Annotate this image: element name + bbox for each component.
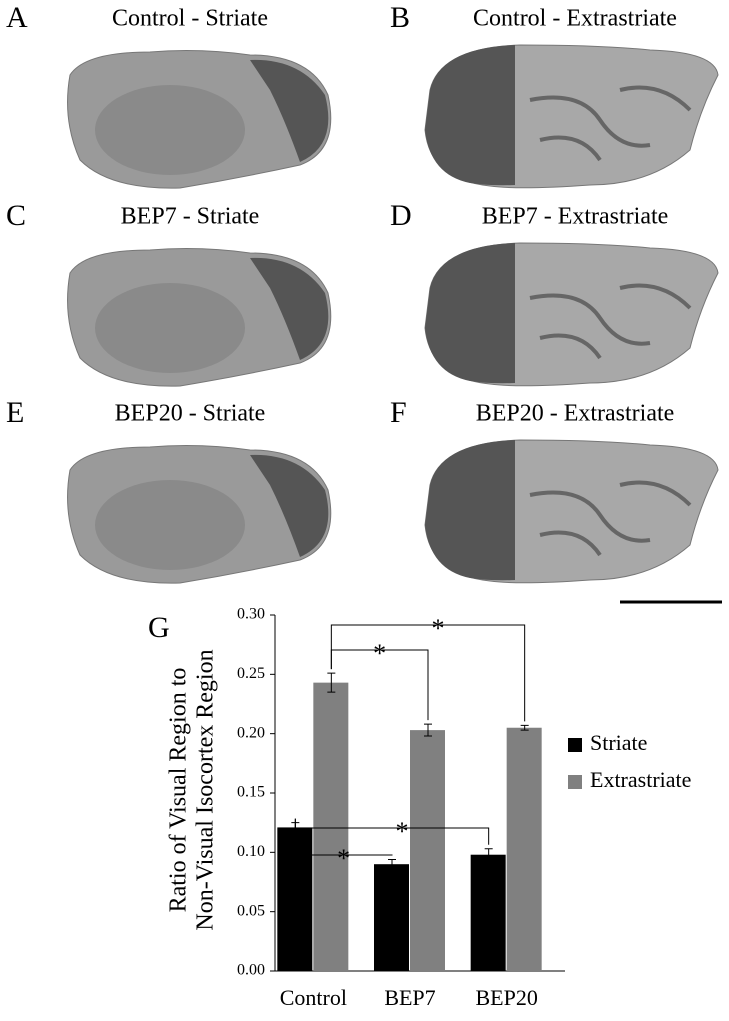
y-tick-label: 0.25 bbox=[237, 665, 265, 682]
x-tick-label: BEP7 bbox=[384, 985, 435, 1010]
brain-medial bbox=[95, 283, 245, 373]
striate-region bbox=[250, 454, 329, 557]
significance-star: * bbox=[373, 639, 386, 668]
extrastriate-region bbox=[425, 440, 515, 581]
y-tick-label: 0.05 bbox=[237, 902, 265, 919]
sulci bbox=[529, 85, 692, 162]
bar bbox=[374, 864, 409, 971]
brain-image bbox=[67, 50, 332, 189]
panel-letter: B bbox=[390, 1, 410, 34]
panel-title: BEP7 - Extrastriate bbox=[482, 204, 669, 230]
panel-title: BEP7 - Striate bbox=[121, 204, 260, 230]
brain-medial bbox=[95, 480, 245, 570]
significance-star: * bbox=[337, 844, 350, 873]
x-tick-label: BEP20 bbox=[475, 985, 537, 1010]
panel-letter: G bbox=[148, 611, 170, 644]
sulci bbox=[529, 283, 692, 360]
brain-image bbox=[67, 445, 332, 584]
sulci bbox=[529, 480, 692, 557]
bar bbox=[470, 854, 506, 971]
legend-swatch bbox=[568, 738, 582, 752]
brain-image bbox=[424, 44, 719, 189]
brain-medial bbox=[95, 85, 245, 175]
bar bbox=[313, 682, 349, 971]
error-bar bbox=[388, 858, 396, 870]
significance-bracket bbox=[330, 649, 429, 721]
panel-letter: F bbox=[390, 396, 407, 429]
y-tick-label: 0.20 bbox=[237, 724, 265, 741]
panel-title: Control - Extrastriate bbox=[473, 6, 677, 32]
error-bar bbox=[327, 672, 336, 693]
panel-letter: E bbox=[6, 396, 24, 429]
panel-title: BEP20 - Striate bbox=[115, 401, 266, 427]
legend-label: Extrastriate bbox=[590, 767, 691, 792]
x-tick-label: Control bbox=[280, 985, 347, 1010]
y-tick-label: 0.15 bbox=[237, 784, 265, 801]
panel-letter: A bbox=[6, 1, 28, 34]
significance-bracket bbox=[330, 624, 526, 722]
striate-region bbox=[250, 59, 329, 163]
error-bar bbox=[520, 724, 529, 731]
legend-swatch bbox=[568, 775, 582, 789]
significance-bracket bbox=[294, 818, 393, 856]
extrastriate-region bbox=[425, 45, 515, 186]
brain-image bbox=[424, 242, 719, 387]
extrastriate-region bbox=[425, 243, 515, 384]
y-axis-label: Non-Visual Isocortex Region bbox=[193, 649, 219, 930]
y-tick-label: 0.00 bbox=[237, 962, 265, 979]
y-tick-label: 0.10 bbox=[237, 843, 265, 860]
error-bar bbox=[424, 723, 432, 737]
error-bar bbox=[484, 848, 493, 862]
y-axis-label: Ratio of Visual Region to bbox=[166, 668, 192, 913]
striate-region bbox=[250, 257, 329, 360]
brain-image bbox=[67, 248, 332, 387]
panel-letter: C bbox=[6, 199, 26, 232]
brain-image bbox=[424, 439, 719, 584]
legend-label: Striate bbox=[590, 730, 647, 755]
panel-letter: D bbox=[390, 199, 412, 232]
panel-title: Control - Striate bbox=[112, 6, 268, 32]
panel-title: BEP20 - Extrastriate bbox=[476, 401, 675, 427]
bar bbox=[410, 730, 445, 971]
significance-star: * bbox=[396, 817, 409, 846]
y-tick-label: 0.30 bbox=[237, 606, 265, 623]
bar bbox=[506, 727, 542, 971]
significance-star: * bbox=[432, 614, 445, 643]
